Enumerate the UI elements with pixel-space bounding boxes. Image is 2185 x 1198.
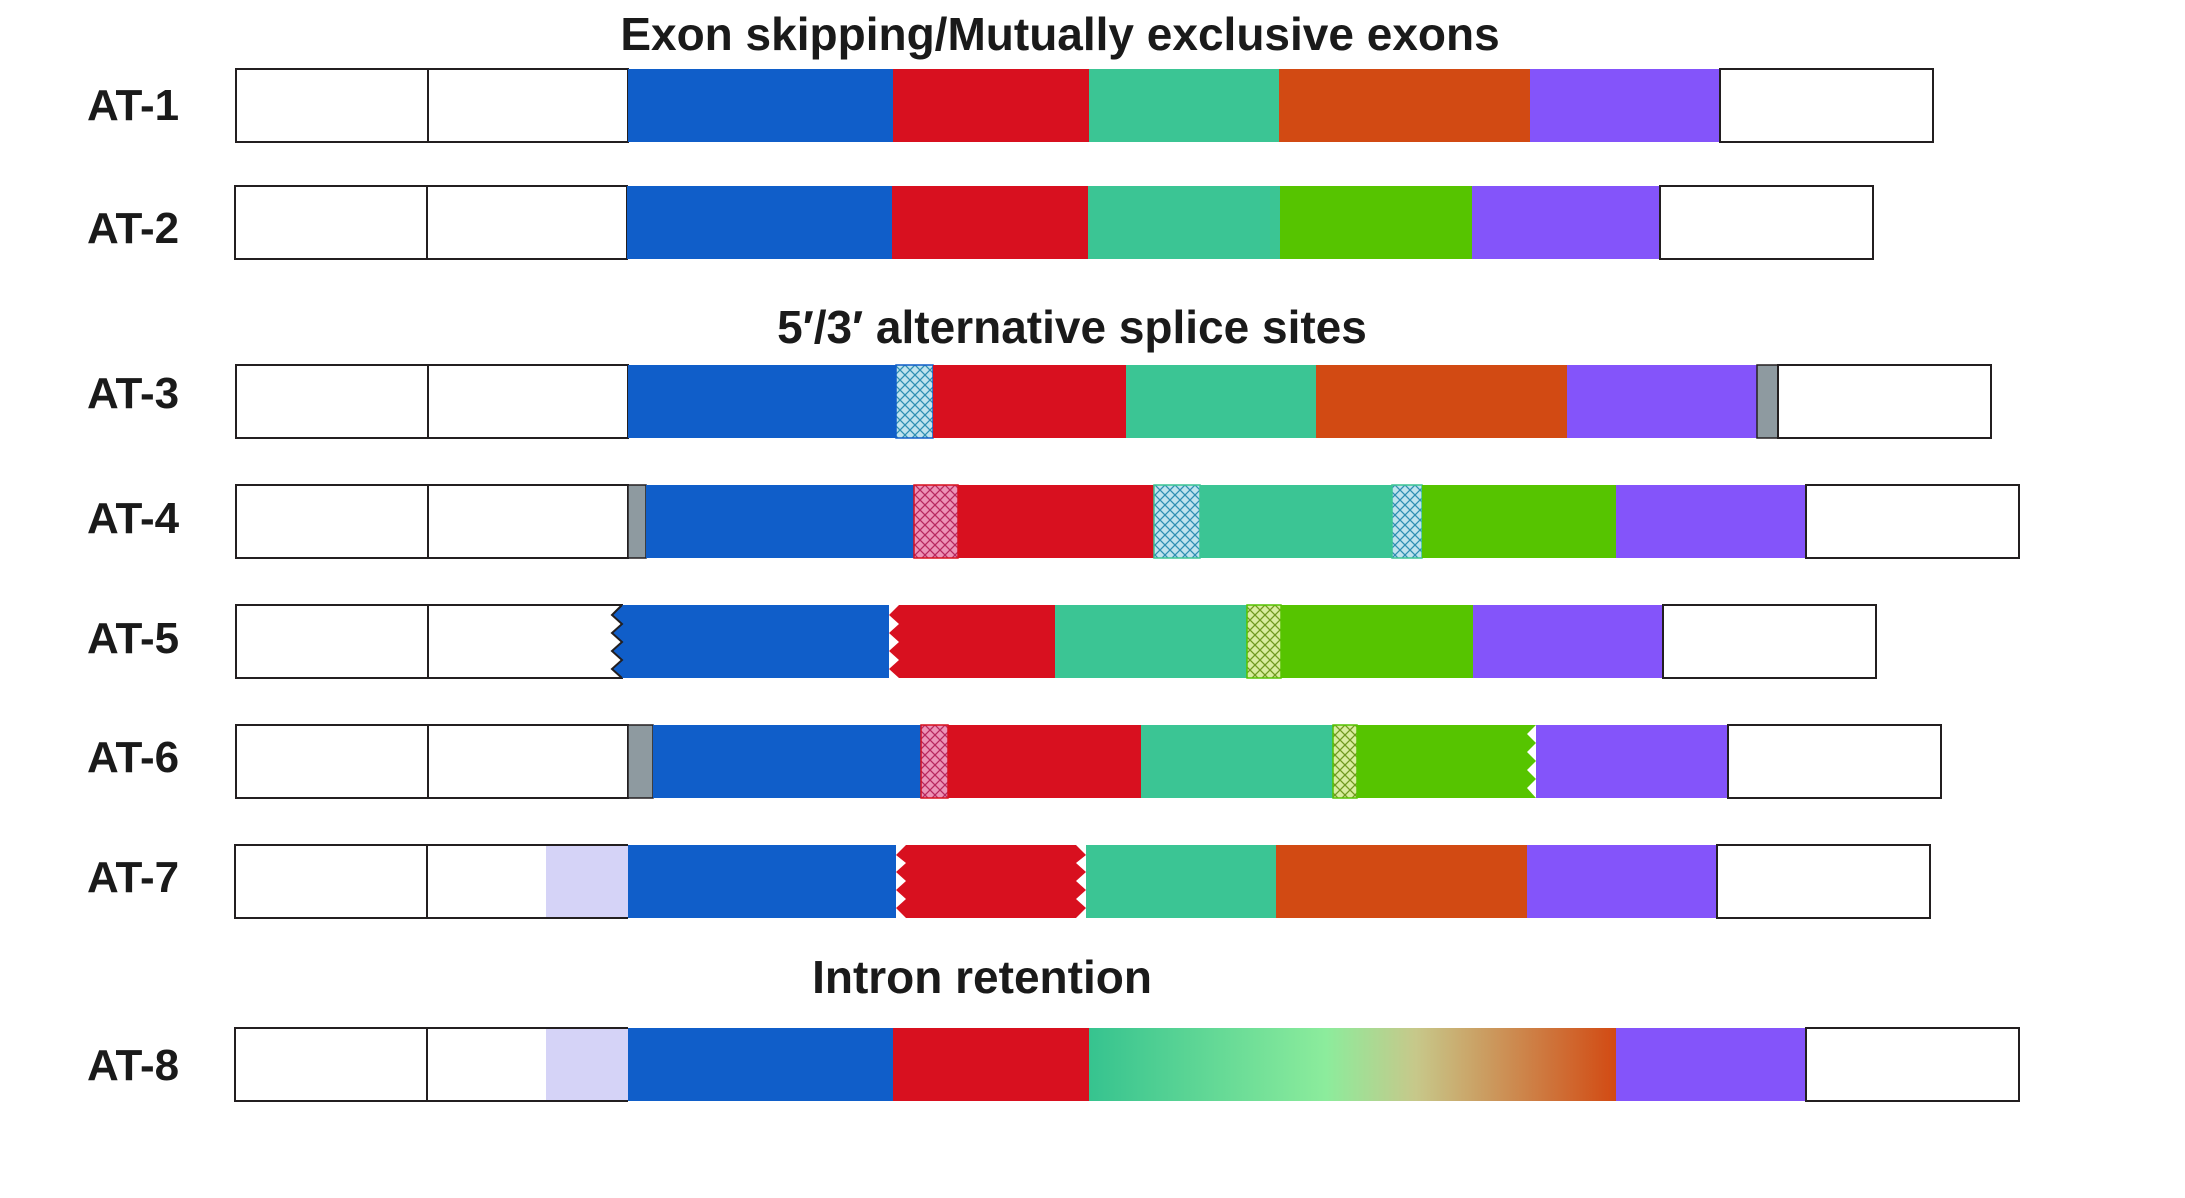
exon-green [1422,485,1616,558]
alt-splice-site-hatch-lime [1246,604,1282,679]
isoform-label-at-4: AT-4 [87,494,180,543]
alt-splice-site-hatch-lime [1332,724,1358,799]
exon-purple [1536,725,1728,798]
retained-region-lavender [546,1029,628,1100]
isoform-label-at-7: AT-7 [87,853,179,902]
isoform-label-at-1: AT-1 [87,81,179,130]
utr-3-box [1727,724,1942,799]
exon-purple [1527,845,1717,918]
utr-5-box-2 [427,724,629,799]
exon-orange [1276,845,1527,918]
isoform-label-at-8: AT-8 [87,1041,179,1090]
isoform-label-at-5: AT-5 [87,614,179,663]
exon-teal [1200,485,1392,558]
utr-5-box-2 [427,68,629,143]
alt-splice-site-gray [627,484,647,559]
utr-3-box [1662,604,1877,679]
exon-purple [1616,485,1806,558]
alt-splice-site-gray [1756,364,1779,439]
exon-blue [653,725,921,798]
exon-orange [1279,69,1530,142]
utr-3-box [1777,364,1992,439]
utr-3-box [1805,484,2020,559]
utr-3-box [1659,185,1874,260]
exon-teal [1055,605,1247,678]
section-title-intron-retention: Intron retention [812,951,1152,1003]
isoform-row-at-3 [235,364,1992,439]
exon-red [948,725,1141,798]
exon-red-jagged [896,845,1086,918]
utr-3-box [1716,844,1931,919]
exon-red-jagged [889,605,1055,678]
exon-teal [1126,365,1316,438]
exon-blue [628,365,896,438]
exon-purple [1616,1028,1806,1101]
isoform-label-at-6: AT-6 [87,733,179,782]
utr-5-box-1 [235,364,429,439]
isoform-row-at-2 [234,185,1874,260]
retained-region-lavender [546,846,628,917]
retained-intron-gradient [1089,1028,1616,1101]
exon-purple [1530,69,1720,142]
exon-red [893,69,1089,142]
isoform-row-at-1 [235,68,1934,143]
exon-teal [1141,725,1333,798]
exon-purple [1473,605,1663,678]
exon-teal [1088,186,1280,259]
utr-5-box-1 [234,844,428,919]
utr-5-box-1 [235,724,429,799]
alt-splice-site-hatch-blue [1153,484,1201,559]
exon-purple [1472,186,1660,259]
isoform-row-at-6 [235,724,1942,799]
exon-green-jagged [1357,725,1536,798]
isoform-row-at-8 [234,1027,2020,1102]
exon-red [892,186,1088,259]
exon-teal [1086,845,1276,918]
exon-green [1281,605,1473,678]
alt-splice-site-hatch-blue [895,364,934,439]
jagged-edge-line [610,604,624,679]
exon-teal [1089,69,1279,142]
utr-3-box [1805,1027,2020,1102]
utr-5-box-2 [427,484,629,559]
section-title-alt-splice-sites: 5′/3′ alternative splice sites [777,301,1367,353]
utr-5-box-2 [427,604,623,679]
exon-blue [628,69,893,142]
exon-blue [628,1028,893,1101]
utr-3-box [1719,68,1934,143]
alt-splice-site-gray [627,724,654,799]
exon-blue-jagged [612,605,889,678]
isoform-row-at-4 [235,484,2020,559]
utr-5-box-1 [235,68,429,143]
isoform-row-at-7 [234,844,1931,919]
exon-blue [627,186,892,259]
utr-5-box-1 [234,185,428,260]
section-title-exon-skipping: Exon skipping/Mutually exclusive exons [620,8,1499,60]
exon-red [933,365,1126,438]
exon-blue [646,485,914,558]
utr-5-box-1 [234,1027,428,1102]
utr-5-box-1 [235,604,429,679]
utr-5-box-1 [235,484,429,559]
alt-splice-site-hatch-pink [920,724,949,799]
exon-red [893,1028,1089,1101]
exon-green [1280,186,1472,259]
exon-purple [1567,365,1757,438]
alt-splice-site-hatch-blue [1391,484,1423,559]
utr-5-box-2 [426,185,628,260]
alt-splice-site-hatch-pink [913,484,959,559]
utr-5-box-2 [427,364,629,439]
exon-orange [1316,365,1567,438]
exon-red [958,485,1154,558]
isoform-row-at-5 [235,604,1877,679]
isoform-label-at-2: AT-2 [87,204,179,253]
exon-blue [628,845,896,918]
isoform-label-at-3: AT-3 [87,369,179,418]
